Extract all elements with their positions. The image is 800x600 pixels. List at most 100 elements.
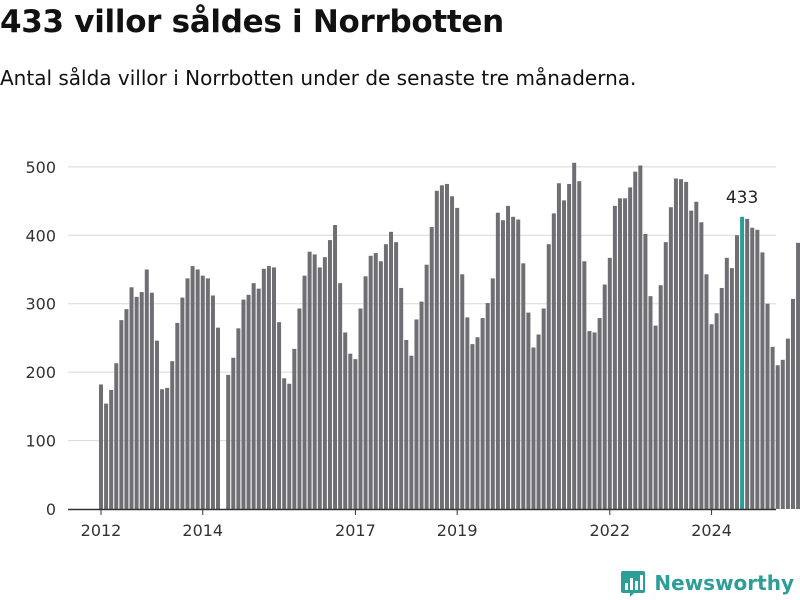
- bar: [760, 252, 765, 509]
- bar: [424, 264, 429, 509]
- bar: [460, 274, 465, 509]
- bar: [709, 324, 714, 509]
- x-tick-label: 2014: [182, 521, 223, 540]
- bar: [531, 347, 536, 509]
- highlight-value-label: 433: [726, 188, 758, 208]
- bar: [638, 165, 643, 509]
- bar: [541, 308, 546, 509]
- bar: [724, 257, 729, 509]
- bar: [485, 303, 490, 509]
- bar: [444, 183, 449, 509]
- bar: [154, 340, 159, 509]
- bar: [119, 320, 124, 509]
- bar: [785, 338, 790, 509]
- bar: [694, 201, 699, 510]
- bar: [124, 309, 129, 509]
- bar: [236, 328, 241, 509]
- y-tick-label: 0: [46, 500, 56, 519]
- y-tick-label: 100: [25, 432, 56, 451]
- bar-chart-icon: [621, 571, 646, 597]
- bar: [409, 355, 414, 509]
- bar: [455, 207, 460, 509]
- bar: [378, 261, 383, 509]
- bar: [327, 240, 332, 509]
- bar: [165, 387, 170, 509]
- brand-name: Newsworthy: [654, 571, 794, 595]
- bar: [495, 212, 500, 509]
- bar: [139, 292, 144, 509]
- bar: [383, 244, 388, 510]
- bar: [719, 287, 724, 509]
- bar: [302, 275, 307, 509]
- bar: [419, 301, 424, 509]
- bar: [399, 287, 404, 509]
- bar: [389, 231, 394, 509]
- bar: [587, 331, 592, 509]
- bar: [160, 389, 165, 509]
- bar: [210, 295, 215, 509]
- bar: [551, 213, 556, 509]
- x-tick-label: 2017: [335, 521, 376, 540]
- bar: [322, 257, 327, 509]
- bar: [144, 269, 149, 509]
- bar: [271, 267, 276, 509]
- bar: [170, 361, 175, 509]
- bar: [180, 297, 185, 509]
- bar: [506, 205, 511, 509]
- bar: [617, 198, 622, 509]
- bar: [450, 196, 455, 509]
- y-tick-label: 300: [25, 295, 56, 314]
- bar: [277, 322, 282, 509]
- bar: [592, 332, 597, 509]
- bar: [226, 374, 231, 509]
- bar: [256, 288, 261, 509]
- bar: [729, 268, 734, 509]
- bar: [353, 359, 358, 509]
- bar: [134, 296, 139, 509]
- y-axis-ticks: 0 100 200 300 400 500: [25, 158, 56, 519]
- bar: [699, 222, 704, 509]
- bar: [679, 179, 684, 509]
- bar: [307, 251, 312, 509]
- bar: [526, 312, 531, 509]
- bar: [628, 187, 633, 509]
- bar: [633, 171, 638, 509]
- x-axis-ticks: 2012 2014 2017 2019 2022 2024: [81, 509, 732, 540]
- bar: [465, 317, 470, 509]
- bar: [567, 183, 572, 509]
- bar: [373, 253, 378, 509]
- bar: [109, 389, 114, 509]
- bar: [796, 242, 800, 510]
- bar: [104, 403, 109, 509]
- bar: [658, 285, 663, 509]
- bar: [175, 322, 180, 509]
- y-tick-label: 200: [25, 363, 56, 382]
- bar: [500, 220, 505, 509]
- bar: [689, 210, 694, 509]
- bar: [266, 266, 271, 509]
- chart-title: 433 villor såldes i Norrbotten: [0, 4, 504, 40]
- bar: [363, 276, 368, 509]
- bar: [572, 162, 577, 510]
- bar: [684, 181, 689, 509]
- y-tick-label: 400: [25, 226, 56, 245]
- bar: [668, 207, 673, 509]
- bar: [414, 319, 419, 509]
- x-tick-label: 2022: [589, 521, 630, 540]
- bar: [511, 216, 516, 510]
- bar: [735, 235, 739, 509]
- bar: [536, 334, 541, 509]
- bar: [368, 255, 373, 509]
- chart-subtitle: Antal sålda villor i Norrbotten under de…: [0, 66, 637, 90]
- bar: [480, 318, 485, 509]
- bar: [643, 233, 648, 509]
- bar: [673, 178, 678, 510]
- bar: [251, 283, 256, 509]
- bar: [114, 363, 119, 509]
- bar: [439, 185, 444, 509]
- bar: [287, 383, 292, 509]
- bar: [394, 242, 399, 509]
- bar: [612, 205, 617, 509]
- bar: [149, 292, 154, 509]
